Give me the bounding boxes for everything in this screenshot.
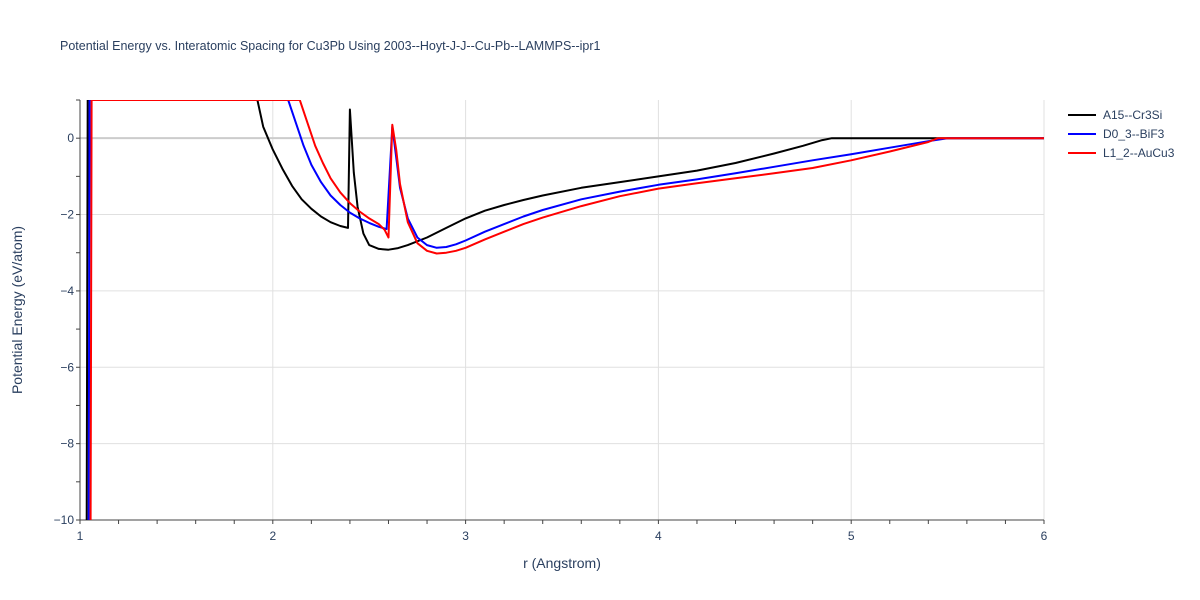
legend-label: D0_3--BiF3 bbox=[1103, 127, 1165, 141]
legend-label: A15--Cr3Si bbox=[1103, 108, 1162, 122]
x-tick-label: 2 bbox=[269, 529, 276, 543]
x-tick-label: 6 bbox=[1041, 529, 1048, 543]
chart-title: Potential Energy vs. Interatomic Spacing… bbox=[60, 39, 601, 53]
x-tick-label: 5 bbox=[848, 529, 855, 543]
legend-label: L1_2--AuCu3 bbox=[1103, 146, 1175, 160]
y-tick-label: −10 bbox=[54, 513, 75, 527]
plot-area bbox=[85, 100, 1044, 520]
y-axis-title: Potential Energy (eV/atom) bbox=[9, 226, 25, 394]
y-tick-label: 0 bbox=[67, 131, 74, 145]
x-axis-ticks: 1 2 3 4 5 6 bbox=[77, 520, 1048, 543]
series-line-2 bbox=[89, 100, 1044, 520]
legend-item[interactable]: D0_3--BiF3 bbox=[1068, 127, 1165, 141]
y-tick-label: −8 bbox=[60, 437, 74, 451]
legend-item[interactable]: L1_2--AuCu3 bbox=[1068, 146, 1175, 160]
x-tick-label: 4 bbox=[655, 529, 662, 543]
series-line-0 bbox=[85, 100, 1044, 520]
x-tick-label: 1 bbox=[77, 529, 84, 543]
y-axis-ticks: 0 −2 −4 −6 −8 −10 bbox=[54, 99, 80, 527]
grid bbox=[79, 100, 1045, 521]
series-line-1 bbox=[87, 100, 1044, 520]
x-axis-title: r (Angstrom) bbox=[523, 555, 601, 571]
y-tick-label: −6 bbox=[60, 360, 74, 374]
legend-item[interactable]: A15--Cr3Si bbox=[1068, 108, 1162, 122]
legend[interactable]: A15--Cr3Si D0_3--BiF3 L1_2--AuCu3 bbox=[1068, 108, 1175, 160]
y-tick-label: −4 bbox=[60, 284, 74, 298]
y-tick-label: −2 bbox=[60, 208, 74, 222]
x-tick-label: 3 bbox=[462, 529, 469, 543]
